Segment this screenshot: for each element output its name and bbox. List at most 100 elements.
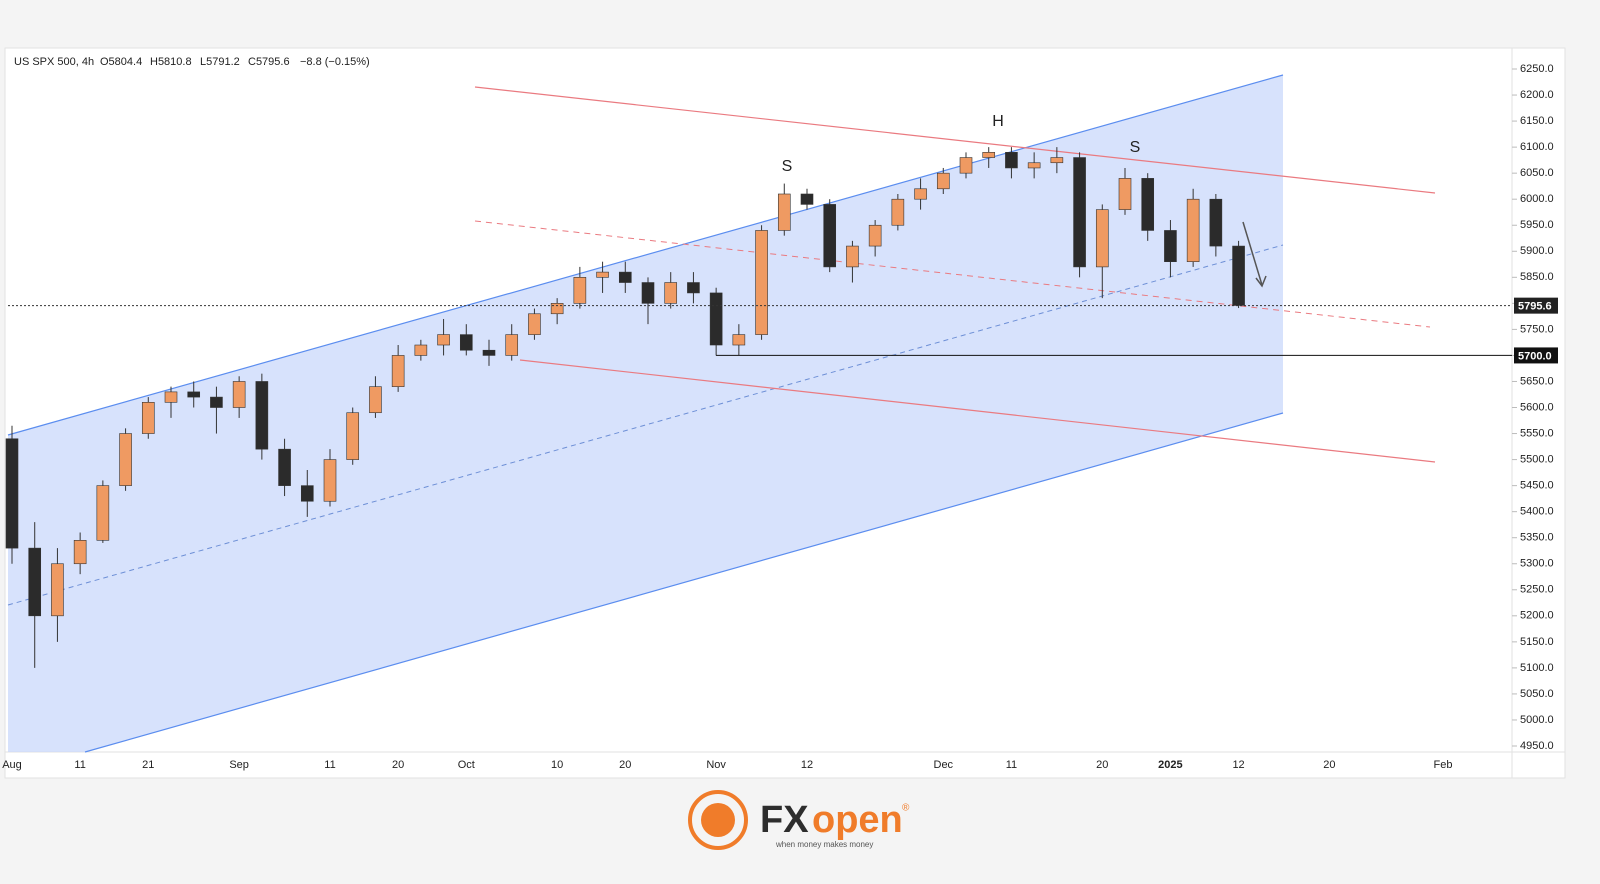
candle-body: [73, 540, 87, 565]
y-tick-label: 5050.0: [1520, 688, 1554, 700]
price-label: 5795.6: [1518, 301, 1552, 313]
candle-body: [528, 313, 541, 335]
candle-body: [891, 198, 905, 226]
y-tick-label: 6200.0: [1520, 89, 1554, 101]
candle-body: [1186, 198, 1200, 262]
price-label-box: [1514, 347, 1558, 364]
candle-body: [369, 386, 382, 414]
ohlc-open: O5804.4: [100, 56, 142, 68]
x-tick-label: 20: [619, 759, 631, 771]
y-tick-label: 5750.0: [1520, 323, 1554, 335]
channel-lower: [84, 412, 1284, 753]
candle-body: [823, 204, 837, 268]
x-tick-label: Nov: [706, 759, 726, 771]
candle-body: [550, 303, 564, 315]
candle-body: [437, 334, 450, 346]
candle-body: [210, 396, 223, 408]
y-tick-label: 6000.0: [1520, 193, 1554, 205]
y-tick-label: 5850.0: [1520, 271, 1554, 283]
candle-body: [777, 193, 791, 231]
candle-body: [732, 334, 746, 346]
pattern-label: S: [1130, 139, 1141, 156]
ohlc-low: L5791.2: [200, 56, 240, 68]
candle-body: [1027, 162, 1041, 169]
candle-body: [641, 282, 655, 304]
logo-icon: [701, 803, 735, 837]
pattern-label: S: [782, 158, 793, 175]
candle-body: [459, 334, 473, 351]
candle-body: [1141, 178, 1155, 231]
candle-body: [96, 485, 110, 541]
logo: FX open ® when money makes money: [688, 790, 910, 850]
candle-body: [914, 188, 927, 200]
candle-body: [187, 391, 201, 398]
candle-body: [141, 402, 155, 434]
x-tick-label: 20: [392, 759, 404, 771]
plot: 4950.0 5000.0 5050.0 5100.0 5150.0 5200.0 5250…: [2, 63, 1558, 771]
candle-body: [323, 459, 337, 502]
candle-body: [959, 157, 973, 174]
ohlc-change: −8.8 (−0.15%): [300, 56, 370, 68]
y-tick-label: 5200.0: [1520, 610, 1554, 622]
candle-body: [51, 563, 64, 617]
candle-body: [618, 271, 632, 283]
ohlc-high: H5810.8: [150, 56, 192, 68]
candle-body: [414, 344, 428, 356]
candle-body: [232, 381, 246, 408]
candle-body: [1050, 157, 1064, 164]
y-tick-label: 5500.0: [1520, 453, 1554, 465]
channel-fill: [8, 75, 1283, 752]
candle-body: [346, 412, 360, 460]
x-tick-label: Oct: [458, 759, 475, 771]
candle-body: [391, 355, 405, 387]
y-tick-label: 5450.0: [1520, 480, 1554, 492]
candle-body: [119, 433, 132, 486]
x-tick-label: 10: [551, 759, 563, 771]
candle-body: [755, 230, 768, 335]
candle-body: [1073, 157, 1086, 268]
x-tick-label: 12: [801, 759, 813, 771]
y-tick-label: 4950.0: [1520, 740, 1554, 752]
candle-body: [709, 292, 723, 346]
channel-upper: [7, 74, 1284, 436]
price-label-box: [1514, 297, 1558, 314]
y-tick-label: 6250.0: [1520, 63, 1554, 75]
y-tick-label: 5650.0: [1520, 375, 1554, 387]
symbol: US SPX 500, 4h: [14, 56, 94, 68]
candle-body: [868, 224, 882, 247]
candle-body: [164, 391, 178, 403]
y-tick-label: 5350.0: [1520, 532, 1554, 544]
x-tick-label: 11: [324, 759, 335, 771]
channel-mid: [7, 244, 1284, 606]
y-tick-label: 5300.0: [1520, 558, 1554, 570]
price-label: 5700.0: [1518, 350, 1552, 362]
arrow: [1242, 221, 1263, 286]
x-tick-label: 12: [1232, 759, 1244, 771]
logo-registered: ®: [902, 803, 910, 814]
y-tick-label: 6100.0: [1520, 141, 1554, 153]
candle-body: [5, 438, 19, 549]
y-tick-label: 5900.0: [1520, 245, 1554, 257]
candle-body: [1164, 230, 1177, 262]
y-tick-label: 5950.0: [1520, 219, 1554, 231]
y-tick-label: 5000.0: [1520, 714, 1554, 726]
x-tick-label: 20: [1323, 759, 1335, 771]
ohlc-close: C5795.6: [248, 56, 290, 68]
candle-body: [1095, 209, 1109, 268]
y-tick-label: 6050.0: [1520, 167, 1554, 179]
x-tick-label: 11: [74, 759, 85, 771]
y-tick-label: 5400.0: [1520, 506, 1554, 518]
candle-body: [664, 282, 678, 304]
candle-body: [846, 245, 859, 268]
red-lower: [519, 359, 1436, 463]
x-tick-label: Aug: [2, 759, 22, 771]
logo-tagline: when money makes money: [775, 840, 873, 849]
candle-body: [278, 448, 291, 486]
candle-body: [982, 152, 996, 158]
candle-body: [1232, 245, 1245, 306]
x-tick-label: Dec: [934, 759, 954, 771]
candle-body: [936, 172, 950, 190]
candle-body: [800, 193, 814, 205]
